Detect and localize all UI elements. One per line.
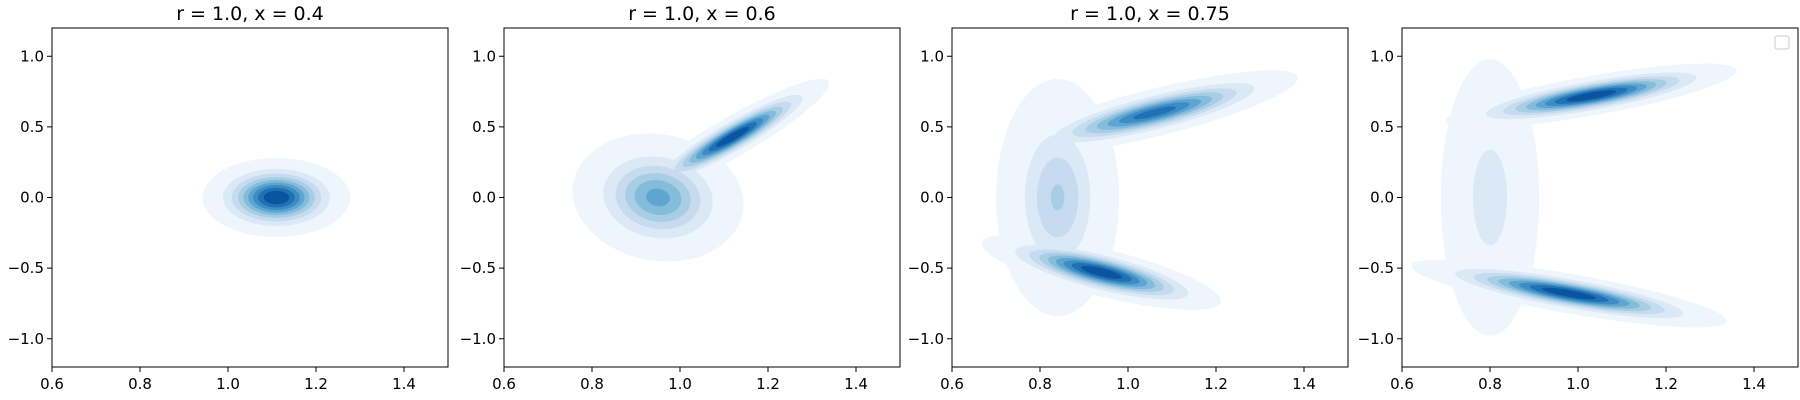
contour-level-5-peak-1 — [646, 188, 670, 207]
y-tick-label: −0.5 — [1358, 259, 1394, 277]
x-tick-label: 1.0 — [216, 375, 240, 393]
x-tick-label: 1.4 — [1292, 375, 1316, 393]
x-tick-label: 1.2 — [304, 375, 328, 393]
y-tick-label: 0.0 — [920, 189, 944, 207]
x-tick-label: 0.6 — [940, 375, 964, 393]
density-contours — [1411, 59, 1737, 336]
contour-level-3-peak-2 — [1050, 184, 1065, 211]
y-tick-label: −0.5 — [460, 259, 496, 277]
x-tick-label: 0.6 — [492, 375, 516, 393]
y-tick-label: 1.0 — [20, 47, 44, 65]
density-contours — [202, 157, 351, 238]
x-tick-label: 0.8 — [1478, 375, 1502, 393]
panel-title: r = 1.0, x = 0.6 — [628, 3, 776, 25]
y-tick-label: −0.5 — [908, 259, 944, 277]
y-tick-label: 0.0 — [1370, 189, 1394, 207]
panel-title: r = 1.0, x = 0.75 — [1070, 3, 1230, 25]
x-tick-label: 0.8 — [128, 375, 152, 393]
panel-2: 0.6 0.8 1.0 1.2 1.4 1.0 0.5 0.0 −0.5 −1.0 r = 1.0,… — [460, 3, 901, 393]
y-tick-label: 1.0 — [1370, 47, 1394, 65]
y-tick-label: −1.0 — [460, 330, 496, 348]
contour-level-9-peak-0 — [732, 136, 734, 137]
legend-box — [1774, 35, 1790, 50]
panel-3: 0.6 0.8 1.0 1.2 1.4 1.0 0.5 0.0 −0.5 −1.0 r = 1.0,… — [908, 3, 1349, 393]
x-tick-label: 1.2 — [756, 375, 780, 393]
x-tick-label: 1.0 — [668, 375, 692, 393]
x-tick-label: 0.8 — [1028, 375, 1052, 393]
y-tick-label: −1.0 — [8, 330, 44, 348]
x-tick-label: 0.6 — [1390, 375, 1414, 393]
y-tick-label: 0.5 — [1370, 118, 1394, 136]
x-tick-label: 1.4 — [392, 375, 416, 393]
density-contours — [572, 78, 830, 262]
y-tick-label: −1.0 — [1358, 330, 1394, 348]
x-tick-label: 1.4 — [1742, 375, 1766, 393]
contour-level-1-peak-2 — [1472, 149, 1508, 246]
density-contours — [982, 70, 1298, 317]
panel-title: r = 1.0, x = 0.4 — [176, 3, 324, 25]
x-tick-label: 1.0 — [1566, 375, 1590, 393]
panel-1: 0.6 0.8 1.0 1.2 1.4 1.0 0.5 0.0 −0.5 −1.0 r = 1.0,… — [8, 3, 449, 393]
panel-4: 0.6 0.8 1.0 1.2 1.4 1.0 0.5 0.0 −0.5 −1.0 — [1358, 27, 1799, 393]
contour-level-7-peak-0 — [1133, 106, 1176, 120]
x-tick-label: 1.2 — [1204, 375, 1228, 393]
x-tick-label: 1.2 — [1654, 375, 1678, 393]
y-tick-label: 0.0 — [20, 189, 44, 207]
y-tick-label: 0.5 — [920, 118, 944, 136]
y-tick-label: 0.0 — [472, 189, 496, 207]
y-tick-label: 1.0 — [920, 47, 944, 65]
y-tick-label: 0.5 — [20, 118, 44, 136]
y-tick-label: −0.5 — [8, 259, 44, 277]
x-tick-label: 0.8 — [580, 375, 604, 393]
x-tick-label: 0.6 — [40, 375, 64, 393]
y-tick-label: −1.0 — [908, 330, 944, 348]
y-tick-label: 1.0 — [472, 47, 496, 65]
y-tick-label: 0.5 — [472, 118, 496, 136]
x-tick-label: 1.4 — [844, 375, 868, 393]
x-tick-label: 1.0 — [1116, 375, 1140, 393]
